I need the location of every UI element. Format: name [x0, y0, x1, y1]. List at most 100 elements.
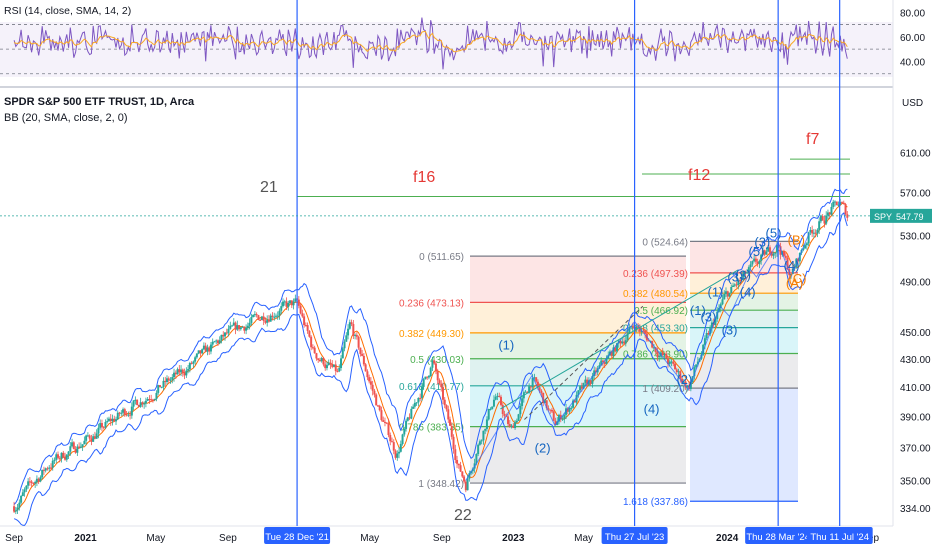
candle-body [239, 327, 242, 330]
candle-body [674, 363, 677, 370]
candle-body [786, 257, 789, 270]
fib-level-label: 0.236 (497.39) [623, 269, 688, 280]
candle-body [656, 351, 659, 358]
rsi-tick-label: 40.00 [900, 57, 925, 68]
last-price-badge[interactable] [870, 208, 932, 223]
candle-body [742, 271, 745, 278]
candle-body [703, 338, 706, 345]
fib-level-label: 0.618 (453.30) [623, 324, 688, 335]
candle-body [220, 334, 223, 341]
candle-body [572, 400, 575, 408]
candle-body [844, 203, 847, 215]
time-highlight-badge[interactable] [806, 527, 873, 544]
candle-body [318, 359, 321, 362]
wave-label: (B) [788, 232, 805, 247]
candle-body [248, 322, 251, 326]
candle-body [637, 326, 640, 328]
candle-body [521, 398, 524, 406]
time-highlight-badge[interactable] [264, 527, 331, 544]
candle-body [575, 394, 578, 403]
currency-label[interactable]: USD [902, 98, 923, 109]
candle-body [178, 369, 181, 373]
candle-body [665, 353, 668, 359]
candle-body [577, 390, 580, 395]
candle-body [345, 335, 348, 342]
wave-label: (1) [690, 303, 706, 318]
candle-body [624, 340, 627, 344]
price-scale[interactable] [893, 0, 932, 526]
candle-body [273, 316, 276, 318]
candle-body [443, 399, 446, 406]
candle-body [225, 332, 228, 334]
candle-body [229, 325, 232, 329]
candle-body [336, 371, 339, 373]
candle-body [830, 206, 833, 215]
candle-body [739, 279, 742, 281]
candle-body [761, 250, 764, 255]
candle-body [20, 495, 23, 503]
candle-body [725, 291, 728, 295]
candle-body [619, 340, 622, 344]
candle-body [466, 478, 469, 491]
candle-body [120, 412, 123, 414]
candle-body [601, 360, 604, 363]
candle-body [431, 360, 434, 368]
candle-body [241, 326, 244, 328]
candle-body [111, 418, 114, 422]
candle-body [64, 457, 67, 460]
candle-body [733, 284, 736, 286]
candle-body [549, 409, 552, 411]
candle-body [58, 457, 61, 459]
wave-label: (2) [535, 440, 551, 455]
candle-body [116, 412, 119, 420]
candle-body [478, 441, 481, 445]
candle-body [818, 221, 821, 230]
rsi-tick-label: 60.00 [900, 33, 925, 44]
candle-body [180, 369, 183, 373]
candle-body [640, 330, 643, 332]
candle-body [410, 408, 413, 419]
time-highlight-badge[interactable] [745, 527, 812, 544]
candle-body [758, 260, 761, 264]
candle-body [104, 421, 107, 428]
candle-body [238, 325, 241, 330]
wave-label: (A) [786, 276, 803, 291]
candle-body [67, 451, 70, 455]
time-tick-label: 2024 [716, 533, 739, 544]
candle-body [257, 315, 260, 320]
candle-body [561, 418, 564, 420]
candle-body [125, 414, 128, 416]
candle-body [255, 314, 258, 316]
candle-body [775, 245, 778, 253]
candle-body [332, 364, 335, 367]
candle-body [707, 333, 710, 335]
wave-label: (3) [735, 267, 751, 282]
candle-body [359, 347, 362, 354]
candle-body [489, 408, 492, 410]
candle-body [543, 400, 546, 404]
candle-body [74, 449, 77, 453]
candle-body [605, 358, 608, 364]
candle-body [392, 442, 395, 451]
candle-body [62, 452, 65, 458]
candle-body [53, 459, 56, 461]
candle-body [825, 215, 828, 224]
candle-body [231, 325, 234, 327]
candle-body [570, 407, 573, 409]
price-tick-label: 490.00 [900, 278, 931, 289]
candle-body [714, 319, 717, 325]
candle-body [749, 264, 752, 268]
time-highlight-badge[interactable] [601, 527, 668, 544]
candle-body [547, 408, 550, 410]
candle-body [774, 252, 777, 254]
candle-body [580, 386, 583, 389]
price-tick-label: 350.00 [900, 476, 931, 487]
candle-body [100, 423, 103, 428]
candle-body [735, 284, 738, 286]
candle-body [716, 311, 719, 320]
candle-body [90, 438, 93, 442]
candle-body [438, 380, 441, 384]
candle-body [427, 376, 430, 378]
wave-label: (3) [727, 270, 743, 285]
